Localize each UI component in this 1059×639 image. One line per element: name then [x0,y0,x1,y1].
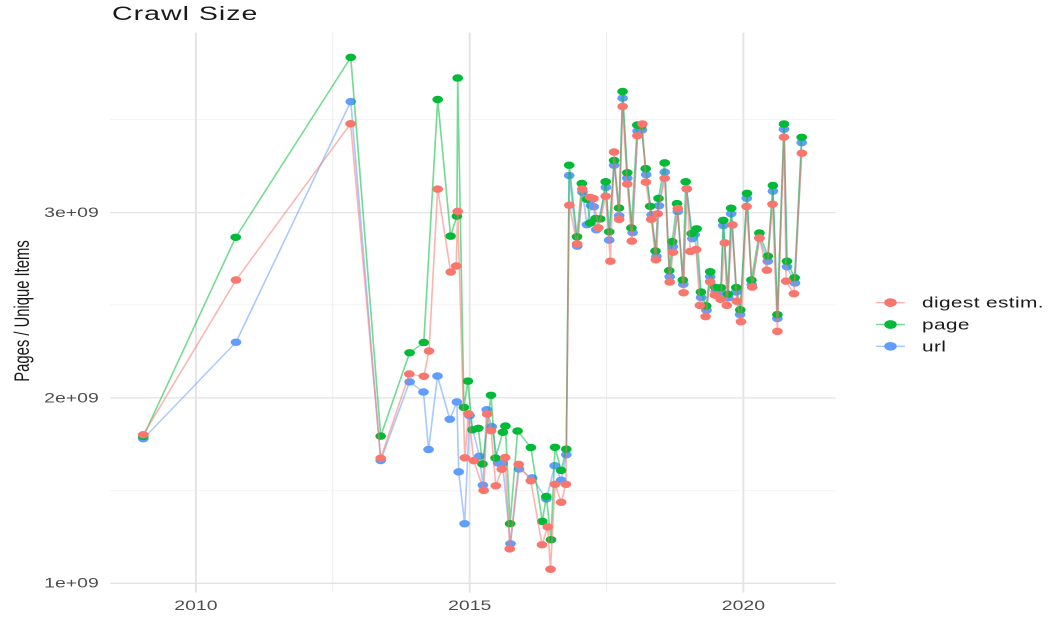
svg-text:2e+09: 2e+09 [44,390,99,405]
svg-text:digest estim.: digest estim. [922,295,1044,311]
svg-text:Pages / Unique Items: Pages / Unique Items [9,240,33,381]
svg-text:Crawl Size: Crawl Size [112,3,258,25]
svg-text:url: url [922,338,946,354]
svg-text:page: page [922,317,970,333]
svg-text:1e+09: 1e+09 [44,576,99,591]
svg-text:3e+09: 3e+09 [44,205,99,220]
svg-text:2015: 2015 [448,598,491,613]
svg-text:2020: 2020 [722,598,765,613]
svg-text:2010: 2010 [174,598,217,613]
